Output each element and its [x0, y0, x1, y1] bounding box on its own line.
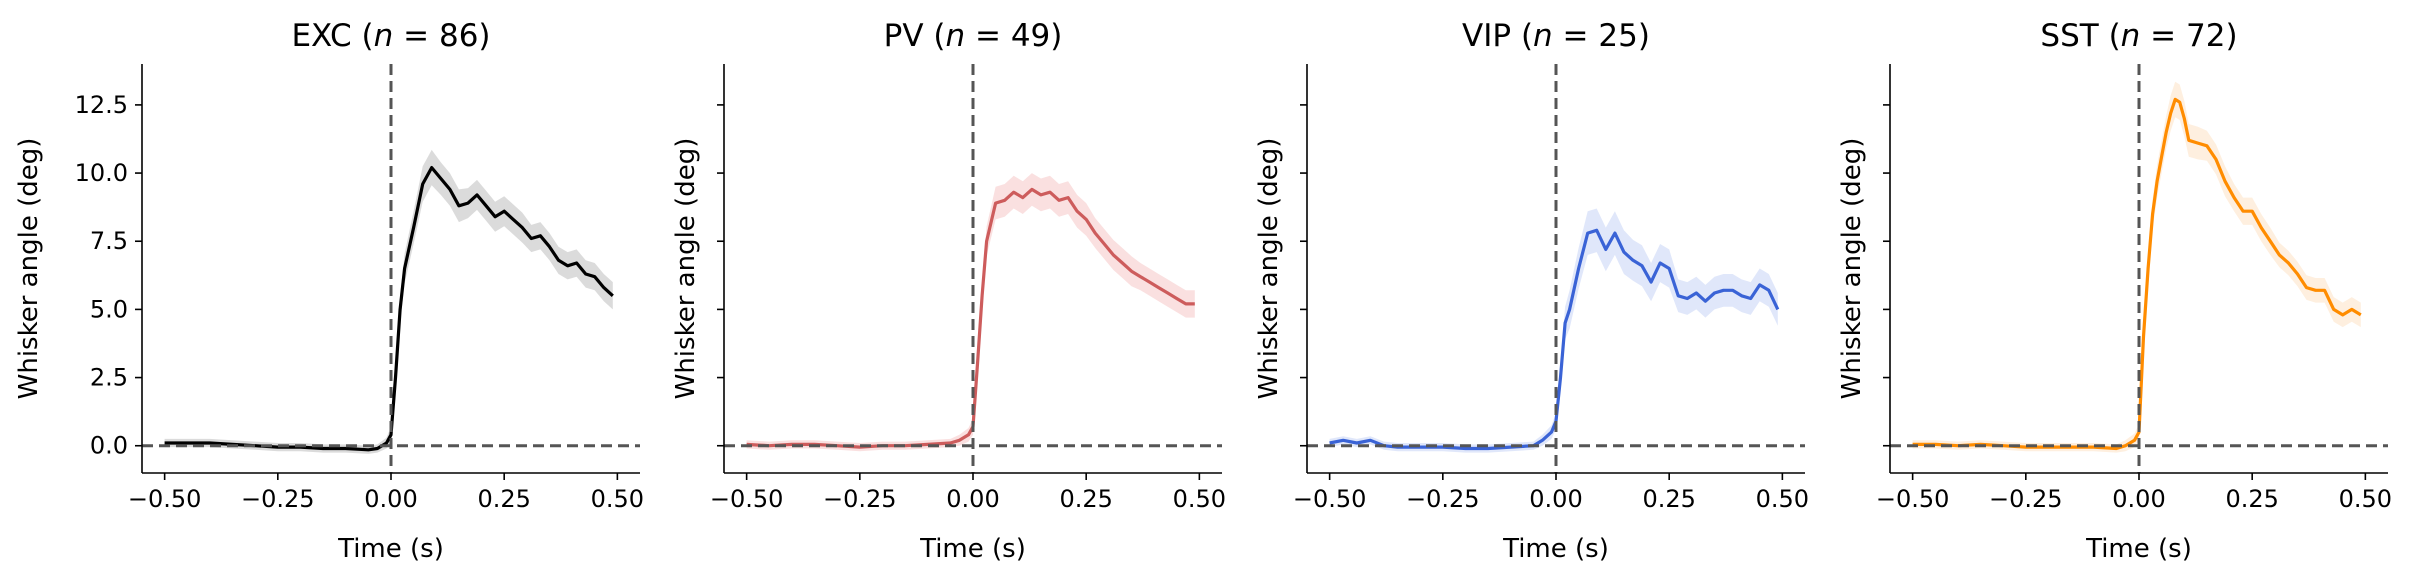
x-tick-label: 0.25 [1059, 485, 1112, 513]
x-tick-label: 0.25 [2225, 485, 2278, 513]
x-tick-label: 0.00 [2112, 485, 2165, 513]
series-line [1912, 97, 2362, 451]
x-tick-label: −0.25 [241, 485, 315, 513]
panel-title: EXC (n = 86) [291, 18, 490, 54]
panel-vip: −0.50 −0.25 0.00 0.25 0.50 Time (s) Whisker an… [1254, 18, 1809, 564]
x-tick-label: −0.50 [1876, 485, 1950, 513]
panel-title: PV (n = 49) [884, 18, 1063, 54]
x-tick-label: −0.50 [128, 485, 202, 513]
y-tick-label: 7.5 [90, 227, 128, 255]
y-tick-label: 12.5 [75, 91, 128, 119]
x-tick-label: 0.50 [1173, 485, 1226, 513]
x-tick-label: 0.50 [1756, 485, 1809, 513]
series-line [164, 166, 614, 452]
x-tick-label: −0.50 [710, 485, 784, 513]
panel-sst: −0.50 −0.25 0.00 0.25 0.50 Time (s) Whisker an… [1837, 18, 2392, 564]
error-band [746, 173, 1195, 452]
series-line [746, 187, 1195, 449]
x-tick-label: −0.50 [1293, 485, 1367, 513]
x-tick-label: 0.00 [1529, 485, 1582, 513]
x-axis-label: Time (s) [1502, 534, 1609, 564]
x-tick-label: 0.25 [477, 485, 530, 513]
panel-pv: −0.50 −0.25 0.00 0.25 0.50 Time (s) Whisker an… [671, 18, 1226, 564]
x-tick-label: −0.25 [1406, 485, 1480, 513]
error-band [1329, 208, 1778, 453]
x-tick-label: −0.25 [823, 485, 897, 513]
y-tick-label: 0.0 [90, 432, 128, 460]
y-axis-label: Whisker angle (deg) [1254, 138, 1284, 400]
panel-exc: −0.50 −0.25 0.00 0.25 0.50 0.0 2.5 5.0 7.5 10.0 12… [14, 18, 644, 564]
series-line [1329, 228, 1780, 451]
y-tick-label: 5.0 [90, 295, 128, 323]
x-tick-label: −0.25 [1989, 485, 2063, 513]
panel-title: SST (n = 72) [2040, 18, 2237, 54]
y-tick-label: 2.5 [90, 364, 128, 392]
y-tick-label: 10.0 [75, 159, 128, 187]
y-axis-label: Whisker angle (deg) [671, 138, 701, 400]
x-axis-label: Time (s) [2085, 534, 2192, 564]
x-tick-label: 0.50 [591, 485, 644, 513]
error-band [164, 149, 613, 454]
x-axis-label: Time (s) [919, 534, 1026, 564]
x-tick-label: 0.00 [364, 485, 417, 513]
y-axis-label: Whisker angle (deg) [14, 138, 44, 400]
x-tick-label: 0.00 [946, 485, 999, 513]
panel-title: VIP (n = 25) [1462, 18, 1650, 54]
x-axis-label: Time (s) [337, 534, 444, 564]
x-tick-label: 0.25 [1642, 485, 1695, 513]
x-tick-label: 0.50 [2339, 485, 2392, 513]
y-axis-label: Whisker angle (deg) [1837, 138, 1867, 400]
